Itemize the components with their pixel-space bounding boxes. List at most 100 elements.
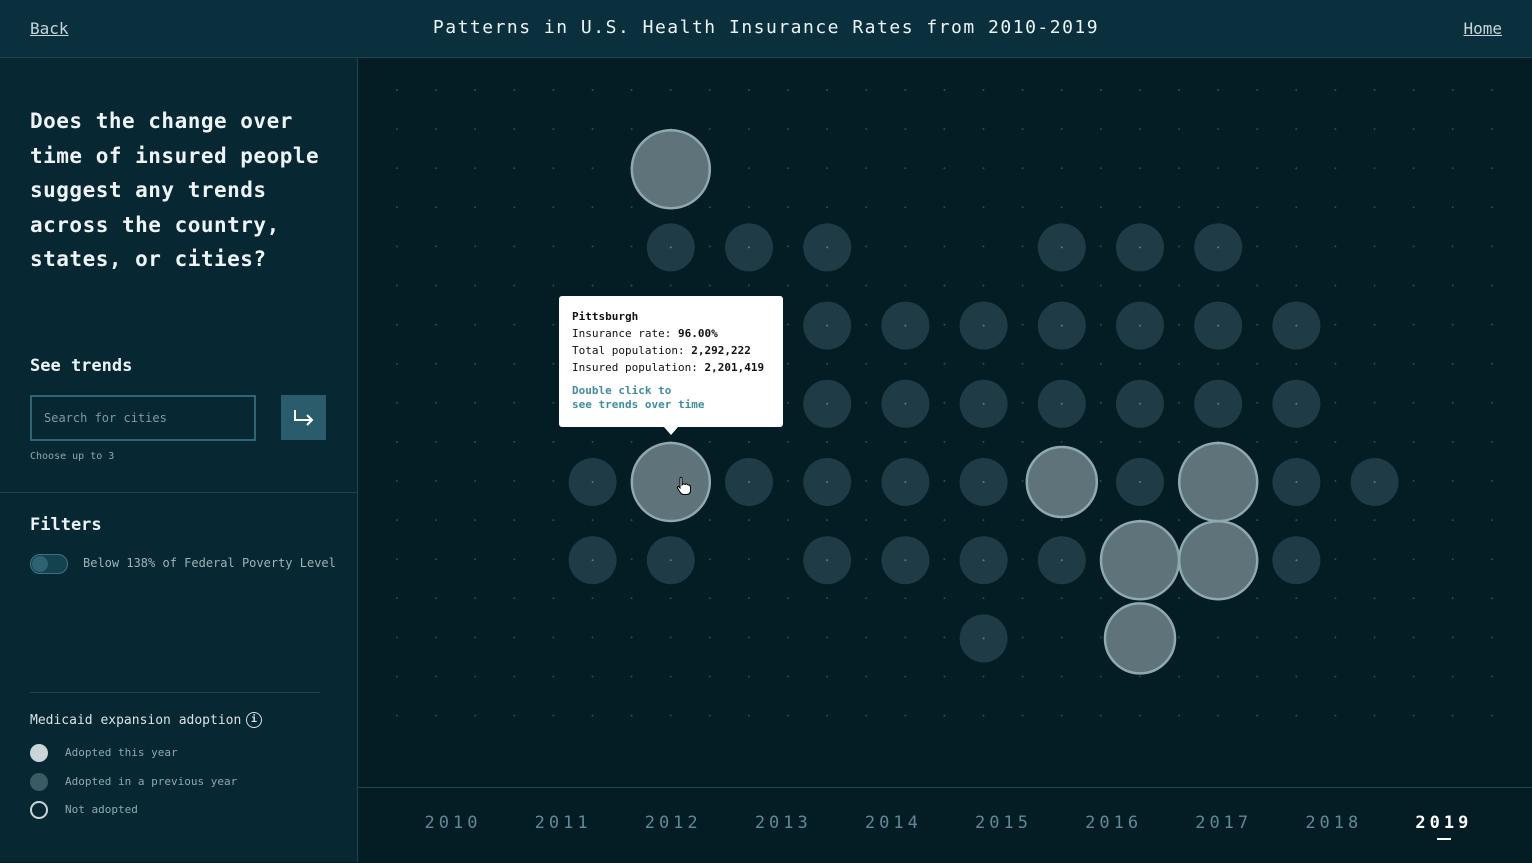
grid-dot <box>1060 636 1063 639</box>
grid-dot <box>552 362 555 365</box>
grid-dot <box>591 167 594 170</box>
grid-dot <box>630 128 633 131</box>
grid-dot <box>474 323 477 326</box>
grid-dot <box>708 440 711 443</box>
grid-dot <box>1178 167 1180 170</box>
grid-dot <box>1256 675 1259 678</box>
grid-dot <box>1256 362 1259 365</box>
grid-dot <box>1060 597 1063 600</box>
grid-dot <box>982 284 985 287</box>
grid-dot <box>552 597 555 600</box>
city-search-input[interactable] <box>30 395 256 441</box>
tooltip-trends-hint[interactable]: Double click to see trends over time <box>572 384 770 412</box>
grid-dot <box>1099 206 1102 209</box>
grid-dot <box>669 284 672 287</box>
year-2011[interactable]: 2011 <box>534 813 592 833</box>
year-2014[interactable]: 2014 <box>864 813 922 833</box>
grid-dot <box>552 245 555 248</box>
grid-dot <box>943 597 946 600</box>
grid-dot <box>747 519 750 522</box>
year-2015[interactable]: 2015 <box>975 813 1032 833</box>
info-icon[interactable]: i <box>246 712 262 728</box>
grid-dot <box>1256 636 1259 639</box>
grid-dot <box>1178 284 1180 287</box>
bubble-center-dot <box>1217 246 1220 249</box>
bubble-center-dot <box>826 402 829 405</box>
bubble-center-dot <box>669 246 672 249</box>
grid-dot <box>1021 167 1024 170</box>
grid-dot <box>1138 675 1141 678</box>
grid-dot <box>630 597 633 600</box>
grid-dot <box>1256 245 1259 248</box>
tooltip-hint-line1: Double click to <box>572 384 672 397</box>
grid-dot <box>1451 401 1454 404</box>
grid-dot <box>1451 636 1454 639</box>
grid-dot <box>1099 675 1102 678</box>
selected-year-underline <box>1436 838 1451 840</box>
grid-dot <box>474 675 477 678</box>
grid-dot <box>435 323 438 326</box>
grid-dot <box>1412 245 1415 248</box>
year-2013[interactable]: 2013 <box>754 813 812 833</box>
grid-dot <box>1412 128 1415 131</box>
grid-dot <box>1451 558 1454 561</box>
bubble-center-dot <box>982 402 985 405</box>
year-2018[interactable]: 2018 <box>1305 813 1363 833</box>
grid-dot <box>1334 128 1337 131</box>
grid-dot <box>982 440 985 443</box>
grid-dot <box>787 519 789 522</box>
bubble-center-dot <box>1139 246 1141 249</box>
grid-dot <box>552 284 555 287</box>
grid-dot <box>1217 206 1220 209</box>
grid-dot <box>435 636 438 639</box>
grid-dot <box>826 714 829 717</box>
grid-dot <box>1138 284 1141 287</box>
grid-dot <box>474 362 477 365</box>
grid-dot <box>826 206 829 209</box>
grid-dot <box>865 401 868 404</box>
grid-dot <box>1373 167 1376 170</box>
grid-dot <box>1256 597 1259 600</box>
grid-dot <box>865 675 868 678</box>
bubble-center-dot <box>669 168 672 171</box>
grid-dot <box>435 284 438 287</box>
grid-dot <box>708 89 711 91</box>
year-2017[interactable]: 2017 <box>1195 813 1253 833</box>
grid-dot <box>1373 284 1376 287</box>
home-link[interactable]: Home <box>1463 19 1502 38</box>
grid-dot <box>826 440 829 443</box>
tooltip-total-row: Total population: 2,292,222 <box>572 344 770 357</box>
year-2010[interactable]: 2010 <box>424 813 482 833</box>
grid-dot <box>1021 519 1024 522</box>
year-2019[interactable]: 2019 <box>1415 813 1473 833</box>
grid-dot <box>1256 401 1259 404</box>
grid-dot <box>435 128 438 131</box>
year-2016[interactable]: 2016 <box>1085 813 1143 833</box>
grid-dot <box>1099 480 1102 482</box>
bubble-center-dot <box>904 402 907 405</box>
back-link[interactable]: Back <box>30 19 69 38</box>
grid-dot <box>865 128 868 131</box>
poverty-level-toggle[interactable] <box>30 554 68 574</box>
grid-dot <box>943 284 946 287</box>
grid-dot <box>865 480 868 482</box>
year-2012[interactable]: 2012 <box>644 813 702 833</box>
grid-dot <box>904 675 907 678</box>
grid-dot <box>747 597 750 600</box>
search-submit-button[interactable] <box>281 395 326 440</box>
grid-dot <box>982 167 985 170</box>
grid-dot <box>1373 440 1376 443</box>
legend-label: Adopted this year <box>65 746 178 759</box>
grid-dot <box>747 440 750 443</box>
grid-dot <box>1412 206 1415 209</box>
grid-dot <box>865 440 868 443</box>
grid-dot <box>669 597 672 600</box>
grid-dot <box>904 284 907 287</box>
grid-dot <box>1138 128 1141 131</box>
grid-dot <box>435 440 438 443</box>
grid-dot <box>1178 206 1180 209</box>
bubble-center-dot <box>748 481 750 483</box>
grid-dot <box>396 558 398 561</box>
grid-dot <box>787 440 789 443</box>
grid-dot <box>669 675 672 678</box>
